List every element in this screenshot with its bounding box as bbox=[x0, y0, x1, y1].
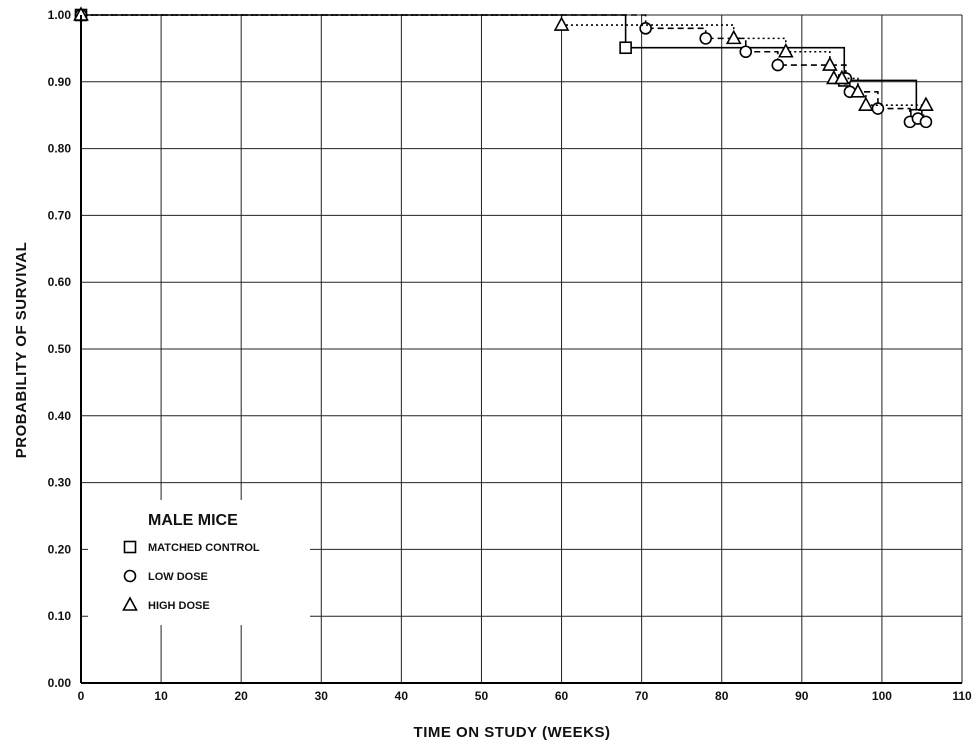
y-tick-label: 0.60 bbox=[48, 275, 72, 289]
data-point-triangle bbox=[725, 29, 742, 45]
series-line-low-dose bbox=[81, 14, 926, 123]
x-tick-label: 10 bbox=[154, 689, 168, 703]
series-line-high-dose bbox=[81, 14, 926, 106]
series-matched-control bbox=[74, 8, 925, 122]
series-low-dose bbox=[74, 8, 933, 129]
data-point-triangle bbox=[850, 83, 866, 98]
legend-entries: MATCHED CONTROL LOW DOSE HIGH DOSE bbox=[122, 540, 260, 612]
series-high-dose bbox=[73, 6, 934, 111]
data-point-triangle bbox=[858, 96, 874, 111]
x-tick-label: 20 bbox=[235, 689, 249, 703]
x-tick-label: 90 bbox=[795, 689, 809, 703]
y-tick-label: 0.40 bbox=[48, 409, 72, 423]
legend-entry-matched-control: MATCHED CONTROL bbox=[123, 540, 260, 554]
x-tick-label: 0 bbox=[78, 689, 85, 703]
y-tick-label: 0.70 bbox=[48, 208, 72, 222]
y-tick-label: 0.10 bbox=[48, 609, 72, 623]
legend-entry-high-dose: HIGH DOSE bbox=[122, 596, 210, 612]
y-tick-label: 0.30 bbox=[48, 476, 72, 490]
x-tick-label: 30 bbox=[315, 689, 329, 703]
y-tick-label: 0.50 bbox=[48, 342, 72, 356]
legend: MALE MICE MATCHED CONTROL LOW DOSE HIGH DO… bbox=[88, 500, 310, 625]
data-point-circle bbox=[739, 45, 753, 59]
tick-labels: 0 10 20 30 40 50 60 70 80 90 100 110 0.00 0.10 0.20 0.3… bbox=[48, 8, 972, 703]
x-tick-label: 60 bbox=[555, 689, 569, 703]
data-point-triangle bbox=[834, 69, 850, 85]
y-axis-title: PROBABILITY OF SURVIVAL bbox=[13, 242, 30, 459]
y-tick-label: 0.90 bbox=[48, 75, 72, 89]
data-point-circle bbox=[919, 115, 933, 129]
series-layer bbox=[73, 6, 934, 129]
x-tick-label: 80 bbox=[715, 689, 729, 703]
data-point-triangle bbox=[777, 43, 794, 58]
legend-label: LOW DOSE bbox=[148, 571, 208, 583]
series-line-matched-control bbox=[81, 14, 925, 116]
x-tick-label: 50 bbox=[475, 689, 489, 703]
axes bbox=[80, 15, 962, 684]
y-tick-label: 1.00 bbox=[48, 8, 72, 22]
data-point-circle bbox=[871, 102, 885, 115]
circle-icon bbox=[123, 569, 137, 583]
legend-entry-low-dose: LOW DOSE bbox=[123, 569, 208, 583]
triangle-icon bbox=[122, 596, 138, 611]
y-tick-label: 0.20 bbox=[48, 542, 72, 556]
legend-label: HIGH DOSE bbox=[148, 600, 210, 612]
data-point-square bbox=[619, 41, 632, 55]
x-tick-label: 70 bbox=[635, 689, 649, 703]
legend-title: MALE MICE bbox=[148, 512, 238, 529]
x-tick-label: 110 bbox=[952, 689, 972, 703]
x-tick-label: 100 bbox=[872, 689, 892, 703]
x-axis-title: TIME ON STUDY (WEEKS) bbox=[414, 724, 611, 741]
data-point-triangle bbox=[553, 16, 570, 31]
data-point-circle bbox=[771, 58, 785, 72]
data-point-triangle bbox=[822, 56, 838, 71]
legend-label: MATCHED CONTROL bbox=[148, 542, 260, 554]
square-icon bbox=[123, 540, 137, 554]
data-point-circle bbox=[699, 32, 713, 45]
x-tick-label: 40 bbox=[395, 689, 409, 703]
legend-background bbox=[88, 500, 310, 625]
data-point-triangle bbox=[918, 96, 934, 111]
y-tick-label: 0.00 bbox=[48, 676, 72, 690]
y-tick-label: 0.80 bbox=[48, 142, 72, 156]
